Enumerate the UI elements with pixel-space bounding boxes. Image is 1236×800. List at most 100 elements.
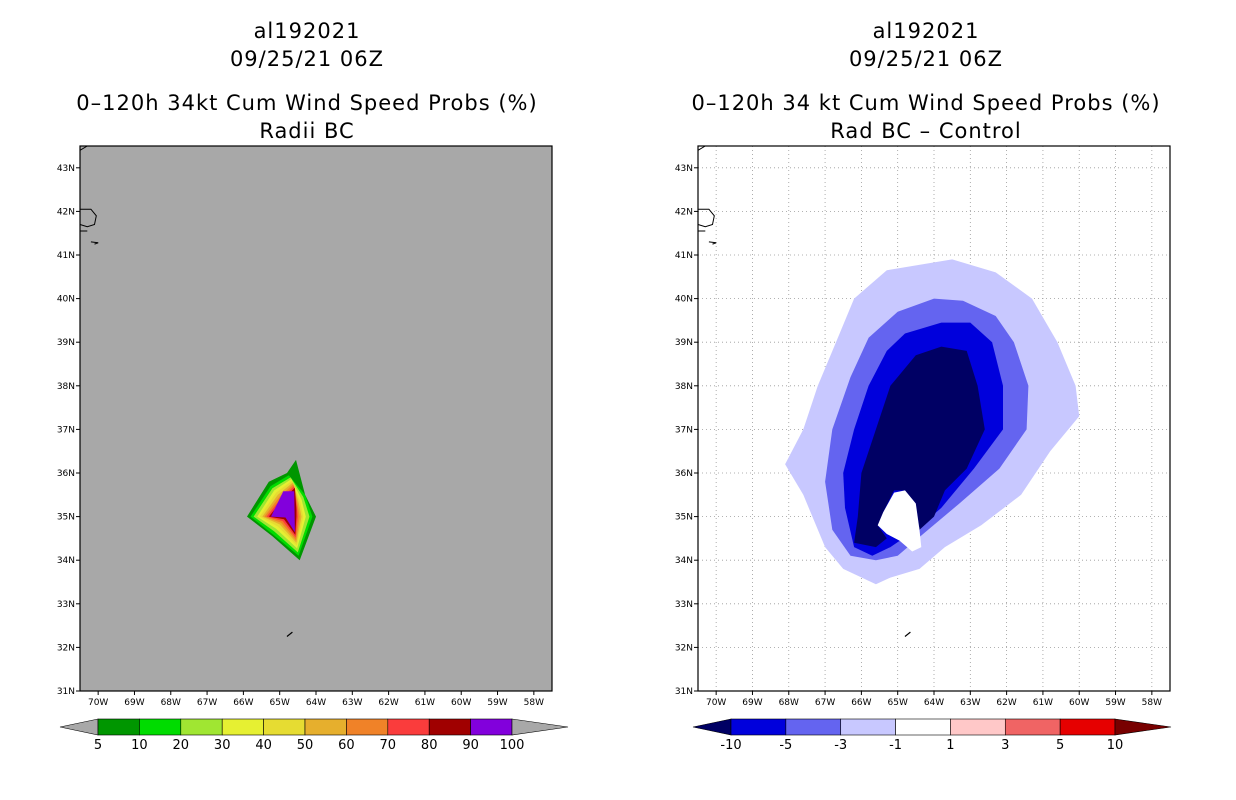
colorbar-swatch [950,718,1006,736]
lon-tick-label: 65W [270,698,290,708]
colorbar-label: 80 [421,738,438,753]
left-datetime: 09/25/21 06Z [229,47,385,71]
lon-tick-label: 64W [924,698,944,708]
lon-tick-label: 59W [487,698,507,708]
lon-tick-label: 66W [233,698,253,708]
lat-tick-label: 32N [57,643,75,653]
lon-tick-label: 60W [1069,698,1089,708]
colorbar-label: 60 [338,738,355,753]
lon-tick-label: 70W [88,698,108,708]
coastline [79,145,88,151]
lon-tick-label: 62W [996,698,1016,708]
lon-tick-label: 63W [960,698,980,708]
colorbar-label: 3 [1001,738,1009,753]
colorbar-swatch [428,718,471,736]
colorbar-swatch [304,718,347,736]
lat-tick-label: 42N [57,207,75,217]
lat-tick-label: 31N [57,687,75,697]
coastline [90,241,99,245]
colorbar: 5 10 20 30 40 50 60 70 80 90 100 [59,718,569,753]
lon-tick-label: 68W [779,698,799,708]
colorbar-swatch [139,718,182,736]
colorbar-label: 5 [1056,738,1064,753]
colorbar-left-arrow [692,718,732,736]
left-chart-subtitle: Radii BC [259,119,355,143]
lat-tick-label: 31N [675,687,693,697]
lat-tick-label: 36N [675,469,693,479]
lon-tick-label: 62W [378,698,398,708]
coastline [79,208,97,228]
lon-tick-label: 66W [851,698,871,708]
lat-tick-label: 41N [57,251,75,261]
colorbar-swatch [840,718,896,736]
colorbar-swatch [180,718,223,736]
colorbar-swatch [387,718,430,736]
lon-tick-label: 69W [742,698,762,708]
colorbar-label: 70 [380,738,397,753]
lon-tick-label: 67W [197,698,217,708]
lat-tick-label: 41N [675,251,693,261]
coastline [697,208,715,228]
lat-tick-label: 40N [675,295,693,305]
lon-tick-label: 67W [815,698,835,708]
lat-tick-label: 34N [675,556,693,566]
contour-level-1 [877,490,922,552]
colorbar-swatch [470,718,513,736]
lat-tick-label: 37N [675,425,693,435]
lat-tick-label: 43N [675,164,693,174]
lon-tick-label: 58W [1142,698,1162,708]
right-datetime: 09/25/21 06Z [848,47,1004,71]
colorbar-swatch [785,718,842,736]
colorbar-swatch [730,718,787,736]
colorbar-label: 90 [462,738,479,753]
panel-left: 31N 32N 33N 34N 35N 36N 37N 38N 39N 40N 41N 42N 43N 7… [57,145,569,753]
colorbar-label: 30 [214,738,231,753]
lon-tick-label: 68W [161,698,181,708]
colorbar-label: -5 [779,738,792,753]
colorbar-right-arrow [1114,718,1172,736]
coastline [697,145,706,151]
lon-tick-label: 60W [451,698,471,708]
lon-tick-label: 64W [306,698,326,708]
lat-tick-label: 33N [57,600,75,610]
colorbar-label: -3 [834,738,847,753]
panel-right: 31N 32N 33N 34N 35N 36N 37N 38N 39N 40N 41N 42N 43N 7… [675,145,1172,753]
colorbar-swatch [1059,718,1116,736]
colorbar-label: -10 [720,738,741,753]
lat-tick-label: 39N [57,338,75,348]
right-chart-subtitle: Rad BC – Control [830,119,1022,143]
lat-tick-label: 43N [57,164,75,174]
colorbar-label: 20 [173,738,190,753]
lon-tick-label: 58W [524,698,544,708]
colorbar-label: 10 [131,738,148,753]
colorbar: -10 -5 -3 -1 1 3 5 10 [692,718,1172,753]
colorbar-swatch [97,718,140,736]
lon-tick-label: 61W [415,698,435,708]
lat-tick-label: 42N [675,207,693,217]
lat-tick-label: 35N [57,513,75,523]
lat-tick-label: 39N [675,338,693,348]
right-storm-id: al192021 [872,19,980,43]
colorbar-label: 1 [946,738,954,753]
bermuda-island [286,631,293,637]
lon-tick-label: 69W [124,698,144,708]
colorbar-label: 40 [255,738,272,753]
colorbar-label: 50 [297,738,314,753]
left-storm-id: al192021 [253,19,361,43]
lat-tick-label: 40N [57,295,75,305]
lat-tick-label: 35N [675,513,693,523]
right-chart-title: 0–120h 34 kt Cum Wind Speed Probs (%) [691,91,1161,115]
colorbar-swatch [263,718,306,736]
lat-tick-label: 33N [675,600,693,610]
contour-level-neg10 [854,346,985,548]
lon-tick-label: 59W [1105,698,1125,708]
lat-tick-label: 36N [57,469,75,479]
lat-tick-label: 32N [675,643,693,653]
colorbar-label: 10 [1107,738,1124,753]
bermuda-island [904,631,911,637]
lon-tick-label: 63W [342,698,362,708]
colorbar-swatch [895,718,951,736]
colorbar-right-arrow [511,718,569,736]
colorbar-label: -1 [889,738,902,753]
